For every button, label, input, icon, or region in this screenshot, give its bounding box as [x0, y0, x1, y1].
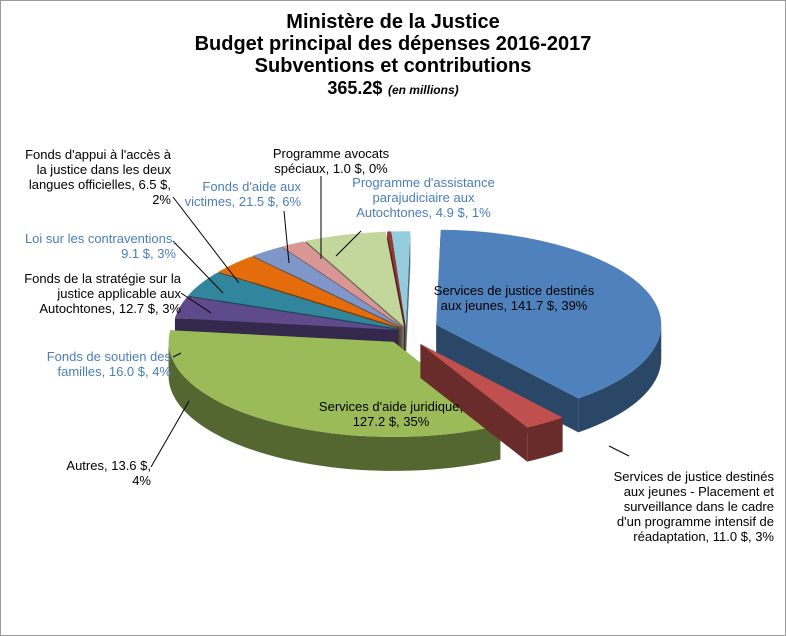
- leader-line: [335, 230, 362, 257]
- value-label: 127.2 $, 35%: [352, 414, 430, 429]
- slice-label: Loi sur les contraventions 9.1 $, 3%: [11, 231, 176, 261]
- total-note: (en millions): [387, 83, 459, 97]
- value-label: 6.5 $, 2%: [138, 177, 171, 207]
- category-name: Autres: [66, 458, 107, 473]
- value-label: 141.7 $, 39%: [510, 298, 588, 313]
- slice-edge: [436, 324, 579, 433]
- slice-label: Services d'aide juridique 127.2 $, 35%: [316, 399, 466, 429]
- slice-wall: [527, 417, 563, 462]
- title-line: Ministère de la Justice: [286, 11, 500, 33]
- leader-line: [172, 240, 224, 294]
- slice: [281, 241, 403, 327]
- slice: [391, 231, 411, 327]
- leader-line: [608, 445, 630, 457]
- slice-label: Programme avocats spéciaux 1.0 $, 0%: [256, 146, 406, 176]
- slice: [174, 296, 399, 330]
- title-line: Subventions et contributions: [254, 55, 532, 77]
- slice-edge: [420, 343, 528, 462]
- slice: [168, 330, 501, 437]
- slice-label: Fonds de la stratégie sur la justice app…: [9, 271, 181, 316]
- value-label: 13.6 $, 4%: [111, 458, 151, 488]
- value-label: 4.9 $, 1%: [435, 205, 491, 220]
- slice-wall: [578, 324, 662, 433]
- slice: [420, 343, 563, 428]
- chart-title: Ministère de la Justice Budget principal…: [1, 11, 785, 101]
- slice: [252, 246, 402, 328]
- slice: [188, 272, 399, 329]
- leader-line: [172, 352, 182, 358]
- leader-line: [150, 400, 190, 468]
- category-name: Loi sur les contraventions: [25, 231, 176, 246]
- slice-label: Fonds de soutien des familles 16.0 $, 4%: [16, 349, 171, 379]
- slice-label: Services de justice destinés aux jeunes …: [606, 469, 774, 544]
- slice-label: Fonds d'appui à l'accès à la justice dan…: [21, 147, 171, 207]
- leader-line: [283, 210, 290, 264]
- category-name: Services d'aide juridique: [319, 399, 463, 414]
- value-label: 11.0 $, 3%: [712, 529, 774, 544]
- slice-edge: [405, 231, 411, 361]
- total-line: 365.2$ (en millions): [1, 77, 785, 101]
- value-label: 1.0 $, 0%: [332, 161, 388, 176]
- leader-line: [172, 196, 240, 284]
- slice: [305, 231, 404, 327]
- slice-label: Fonds d'aide aux victimes 21.5 $, 6%: [161, 179, 301, 209]
- slice: [387, 231, 406, 327]
- slice-label: Programme d'assistance parajudiciaire au…: [351, 175, 496, 220]
- value-label: 21.5 $, 6%: [238, 194, 301, 209]
- category-name: Programme avocats spéciaux: [273, 146, 389, 176]
- slice-label: Services de justice destinés aux jeunes …: [429, 283, 599, 313]
- leader-line: [180, 292, 212, 314]
- total: 365.2$: [327, 78, 383, 98]
- title-line: Budget principal des dépenses 2016-2017: [194, 33, 592, 55]
- value-label: 9.1 $, 3%: [121, 246, 176, 261]
- slice-label: Autres 13.6 $, 4%: [51, 458, 151, 488]
- slice: [436, 229, 662, 399]
- value-label: 12.7 $, 3%: [118, 301, 181, 316]
- slice: [218, 256, 401, 328]
- value-label: 16.0 $, 4%: [108, 364, 171, 379]
- slice-wall: [168, 341, 501, 471]
